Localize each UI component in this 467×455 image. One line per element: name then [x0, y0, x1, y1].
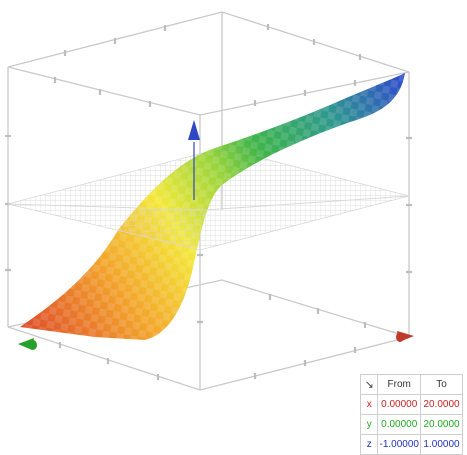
z-to-value[interactable]: 1.00000: [420, 434, 463, 455]
x-to-value[interactable]: 20.0000: [420, 394, 463, 415]
function-surface[interactable]: [20, 73, 405, 340]
x-axis-label: x: [359, 394, 379, 415]
y-to-value[interactable]: 20.0000: [420, 414, 463, 435]
range-table-header: ↘ From To: [359, 374, 463, 395]
to-column-header: To: [420, 374, 463, 395]
y-axis-arrow[interactable]: [18, 338, 37, 350]
x-from-value[interactable]: 0.00000: [377, 394, 421, 415]
z-range-row: z -1.00000 1.00000: [359, 434, 463, 455]
z-axis-label: z: [359, 434, 379, 455]
arrow-down-right-icon[interactable]: ↘: [359, 374, 379, 395]
axis-range-table: ↘ From To x 0.00000 20.0000 y 0.00000 20…: [359, 374, 463, 455]
x-range-row: x 0.00000 20.0000: [359, 394, 463, 415]
x-axis-arrow[interactable]: [396, 331, 414, 342]
from-column-header: From: [377, 374, 421, 395]
z-axis-arrow[interactable]: [188, 120, 200, 200]
z-from-value[interactable]: -1.00000: [377, 434, 421, 455]
y-axis-label: y: [359, 414, 379, 435]
y-range-row: y 0.00000 20.0000: [359, 414, 463, 435]
zero-plane-front: [7, 195, 410, 251]
y-from-value[interactable]: 0.00000: [377, 414, 421, 435]
